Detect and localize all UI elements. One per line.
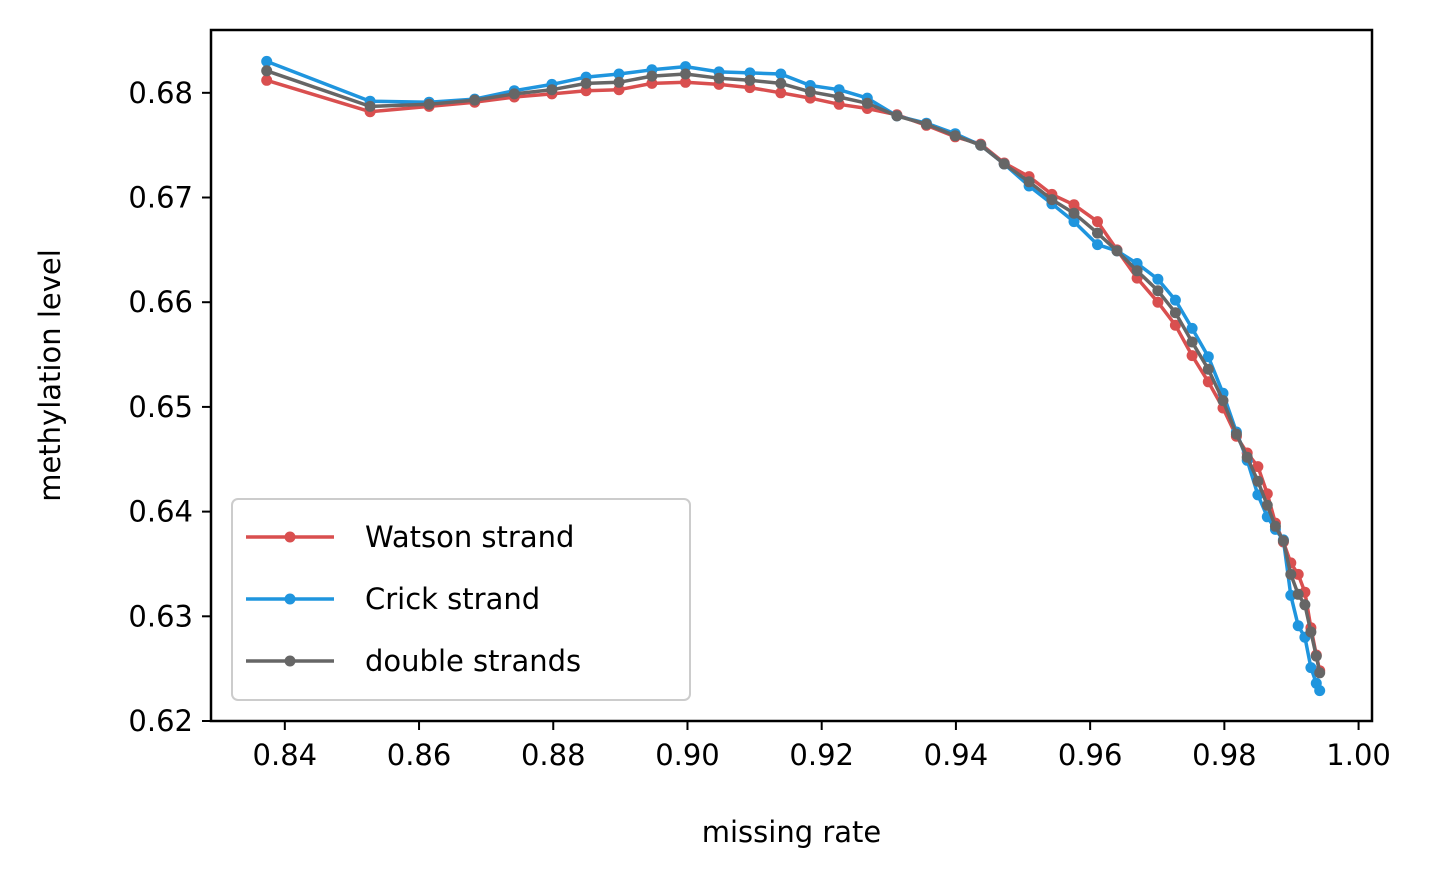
data-point-double-strands (1277, 535, 1289, 547)
data-point-crick-strand (613, 68, 625, 80)
data-point-double-strands (1111, 245, 1123, 257)
data-point-double-strands (1241, 451, 1253, 463)
data-point-double-strands (975, 139, 987, 151)
data-point-crick-strand (1202, 351, 1214, 363)
data-point-double-strands (861, 97, 873, 109)
data-point-double-strands (833, 91, 845, 103)
data-point-watson-strand (775, 87, 787, 99)
y-tick-label: 0.67 (128, 181, 193, 215)
data-point-watson-strand (1252, 461, 1264, 473)
data-point-crick-strand (1169, 294, 1181, 306)
legend-box (231, 498, 691, 701)
data-point-crick-strand (775, 68, 787, 80)
data-point-crick-strand (1305, 662, 1317, 674)
data-point-crick-strand (1186, 322, 1198, 334)
legend-label: double strands (365, 644, 581, 678)
data-point-double-strands (891, 110, 903, 122)
data-point-double-strands (1310, 650, 1322, 662)
data-point-crick-strand (1292, 620, 1304, 632)
data-point-double-strands (1131, 265, 1143, 277)
data-point-watson-strand (1092, 216, 1103, 228)
data-point-double-strands (949, 130, 961, 142)
y-axis-label: methylation level (33, 249, 67, 502)
x-axis: 0.84 0.86 0.88 0.90 0.92 0.94 0.96 0.98 1.00 (253, 721, 1391, 772)
data-point-double-strands (1217, 395, 1229, 407)
data-point-double-strands (1169, 307, 1181, 319)
data-point-watson-strand (1186, 350, 1198, 362)
legend-marker (284, 655, 296, 667)
data-point-double-strands (1046, 194, 1058, 206)
data-point-crick-strand (1092, 239, 1103, 251)
data-point-double-strands (1305, 626, 1317, 638)
data-point-crick-strand (1314, 685, 1326, 697)
data-point-double-strands (613, 76, 625, 88)
data-point-watson-strand (1152, 296, 1164, 308)
data-point-double-strands (423, 98, 435, 110)
data-point-double-strands (1023, 176, 1035, 188)
x-axis-label: missing rate (702, 815, 882, 849)
data-point-double-strands (546, 84, 558, 96)
data-point-double-strands (1261, 499, 1273, 511)
x-tick-label: 0.90 (655, 738, 720, 772)
plot-frame (209, 28, 1374, 723)
data-point-double-strands (1314, 667, 1326, 679)
x-tick-label: 0.86 (387, 738, 452, 772)
data-point-crick-strand (1068, 216, 1080, 228)
data-point-double-strands (1252, 475, 1264, 487)
y-tick-label: 0.62 (128, 704, 193, 738)
data-point-double-strands (508, 88, 520, 100)
data-point-double-strands (1230, 428, 1242, 440)
data-point-double-strands (1285, 568, 1297, 580)
data-point-watson-strand (1169, 319, 1181, 331)
data-point-double-strands (1068, 207, 1080, 219)
y-axis: 0.62 0.63 0.64 0.65 0.66 0.67 0.68 (128, 76, 211, 738)
x-tick-label: 0.84 (253, 738, 318, 772)
data-point-double-strands (469, 94, 481, 106)
x-tick-label: 0.92 (789, 738, 854, 772)
data-point-double-strands (744, 74, 756, 86)
x-tick-label: 0.96 (1058, 738, 1123, 772)
legend-marker (284, 531, 296, 543)
y-tick-label: 0.68 (128, 76, 193, 110)
data-point-double-strands (680, 68, 691, 80)
legend: Watson strand Crick strand double strands (231, 498, 691, 701)
legend-marker (284, 593, 296, 605)
data-point-watson-strand (680, 76, 691, 88)
x-tick-label: 0.88 (521, 738, 586, 772)
x-tick-label: 0.94 (924, 738, 989, 772)
series-layer (261, 55, 1326, 697)
data-point-double-strands (920, 118, 932, 130)
data-point-double-strands (1292, 588, 1304, 600)
data-point-double-strands (775, 77, 787, 89)
y-tick-label: 0.66 (128, 285, 193, 319)
data-point-double-strands (261, 65, 273, 77)
y-tick-label: 0.64 (128, 495, 193, 529)
y-tick-label: 0.63 (128, 599, 193, 633)
y-tick-label: 0.65 (128, 390, 193, 424)
data-point-double-strands (580, 77, 592, 89)
legend-label: Crick strand (365, 582, 540, 616)
data-point-double-strands (1152, 285, 1164, 297)
data-point-double-strands (1186, 336, 1198, 348)
data-point-double-strands (804, 86, 816, 98)
data-point-watson-strand (1068, 199, 1080, 211)
data-point-double-strands (646, 70, 658, 82)
data-point-watson-strand (261, 74, 273, 86)
x-tick-label: 0.98 (1192, 738, 1257, 772)
legend-label: Watson strand (365, 520, 574, 554)
data-point-double-strands (1202, 363, 1214, 375)
data-point-double-strands (1092, 227, 1103, 239)
data-point-crick-strand (261, 55, 273, 67)
data-point-double-strands (364, 100, 376, 112)
data-point-double-strands (998, 158, 1010, 170)
x-tick-label: 1.00 (1326, 738, 1391, 772)
data-point-double-strands (1269, 520, 1281, 532)
data-point-double-strands (1299, 599, 1311, 611)
data-point-double-strands (713, 72, 725, 84)
data-point-crick-strand (1152, 273, 1164, 285)
